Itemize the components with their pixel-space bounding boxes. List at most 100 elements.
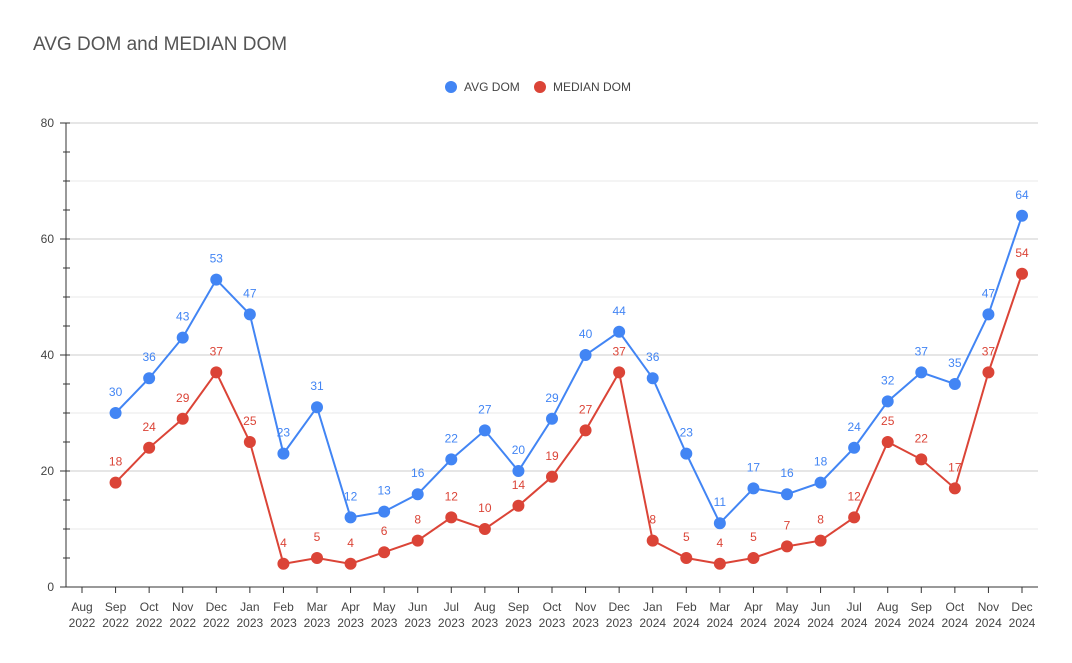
data-label-avg-dom: 32 (881, 373, 895, 387)
data-label-median-dom: 19 (545, 449, 559, 463)
x-tick-label-month: Jan (643, 600, 662, 614)
data-label-avg-dom: 44 (612, 304, 626, 318)
data-point-avg-dom (445, 453, 458, 466)
x-tick-label-month: Nov (172, 600, 193, 614)
data-point-median-dom (646, 534, 659, 547)
x-tick-label-year: 2024 (639, 616, 666, 630)
x-tick-label-year: 2022 (136, 616, 163, 630)
x-tick-label-month: May (776, 600, 799, 614)
data-point-median-dom (478, 523, 491, 535)
data-label-avg-dom: 43 (176, 310, 190, 324)
data-point-avg-dom (210, 273, 223, 286)
data-point-median-dom (915, 453, 928, 466)
data-label-median-dom: 7 (784, 518, 791, 532)
x-tick-label-month: Oct (140, 600, 159, 614)
data-label-avg-dom: 29 (545, 391, 559, 405)
x-tick-label-year: 2024 (807, 616, 834, 630)
x-tick-label-year: 2024 (841, 616, 868, 630)
x-tick-label-month: Aug (877, 600, 898, 614)
x-tick-label-month: Mar (710, 600, 731, 614)
data-point-median-dom (713, 557, 726, 570)
data-label-avg-dom: 30 (109, 385, 123, 399)
x-tick-label-year: 2023 (505, 616, 532, 630)
y-tick-label: 0 (47, 580, 54, 594)
data-point-median-dom (781, 540, 793, 553)
data-label-median-dom: 4 (347, 536, 354, 550)
data-point-avg-dom (915, 366, 928, 379)
x-tick-label-month: Feb (273, 600, 294, 614)
data-point-avg-dom (781, 488, 793, 501)
y-axis: 0 20 40 60 80 (41, 116, 70, 594)
x-tick-label-year: 2024 (1009, 616, 1036, 630)
data-label-median-dom: 8 (817, 513, 824, 527)
data-label-median-dom: 5 (683, 530, 690, 544)
x-tick-label-month: Nov (575, 600, 596, 614)
data-point-avg-dom (512, 465, 525, 477)
data-label-median-dom: 5 (750, 530, 757, 544)
data-label-median-dom: 10 (478, 501, 492, 515)
legend-label-avg-dom: AVG DOM (464, 80, 520, 94)
y-tick-label: 60 (41, 232, 55, 246)
series-line-median-dom (114, 273, 1023, 565)
x-tick-label-month: Sep (105, 600, 127, 614)
data-label-avg-dom: 27 (478, 402, 492, 416)
data-point-median-dom (243, 436, 256, 448)
data-label-median-dom: 8 (414, 513, 421, 527)
x-tick-label-year: 2023 (304, 616, 331, 630)
data-label-avg-dom: 11 (714, 495, 727, 509)
x-tick-label-month: Dec (1011, 600, 1032, 614)
data-label-median-dom: 37 (210, 344, 224, 358)
x-tick-label-month: Aug (71, 600, 92, 614)
y-tick-label: 40 (41, 348, 55, 362)
x-tick-label-year: 2024 (908, 616, 935, 630)
data-label-avg-dom: 24 (847, 420, 861, 434)
x-tick-label-month: Nov (978, 600, 999, 614)
data-point-avg-dom (613, 325, 626, 338)
x-tick-label-month: Jun (408, 600, 427, 614)
data-point-avg-dom (344, 511, 357, 524)
data-label-median-dom: 17 (948, 460, 962, 474)
data-label-median-dom: 29 (176, 391, 190, 405)
data-label-median-dom: 25 (243, 414, 257, 428)
data-point-avg-dom (982, 308, 995, 321)
x-tick-label-year: 2023 (438, 616, 465, 630)
data-label-median-dom: 4 (280, 536, 287, 550)
x-tick-label-year: 2023 (472, 616, 499, 630)
data-point-avg-dom (311, 401, 323, 414)
x-tick-label-month: May (373, 600, 396, 614)
x-tick-label-year: 2022 (69, 616, 96, 630)
data-label-avg-dom: 64 (1015, 188, 1029, 202)
data-point-median-dom (747, 552, 760, 564)
legend-marker-avg-dom (445, 81, 457, 93)
data-point-median-dom (1016, 267, 1028, 280)
data-label-avg-dom: 31 (310, 379, 324, 393)
x-tick-label-month: Jul (846, 600, 861, 614)
x-tick-label-month: Mar (307, 600, 328, 614)
data-label-median-dom: 27 (579, 402, 593, 416)
data-point-median-dom (311, 552, 323, 564)
x-tick-label-year: 2023 (337, 616, 364, 630)
data-label-median-dom: 22 (915, 431, 929, 445)
x-tick-label-year: 2022 (169, 616, 196, 630)
data-label-median-dom: 12 (445, 489, 459, 503)
data-point-median-dom (277, 557, 290, 570)
data-point-median-dom (613, 366, 626, 379)
x-tick-label-year: 2023 (270, 616, 297, 630)
gridlines (70, 122, 1038, 530)
data-label-avg-dom: 16 (780, 466, 794, 480)
x-tick-label-year: 2024 (673, 616, 700, 630)
data-point-avg-dom (176, 331, 189, 344)
data-point-median-dom (814, 534, 827, 547)
x-tick-label-month: Sep (508, 600, 530, 614)
data-label-avg-dom: 23 (680, 426, 694, 440)
data-label-avg-dom: 53 (210, 252, 224, 266)
x-tick-label-year: 2023 (572, 616, 599, 630)
x-tick-label-month: Apr (341, 600, 360, 614)
data-label-median-dom: 54 (1015, 246, 1029, 260)
data-label-avg-dom: 47 (243, 286, 257, 300)
y-tick-label: 20 (41, 464, 55, 478)
data-label-avg-dom: 37 (915, 344, 929, 358)
data-point-avg-dom (478, 424, 491, 437)
